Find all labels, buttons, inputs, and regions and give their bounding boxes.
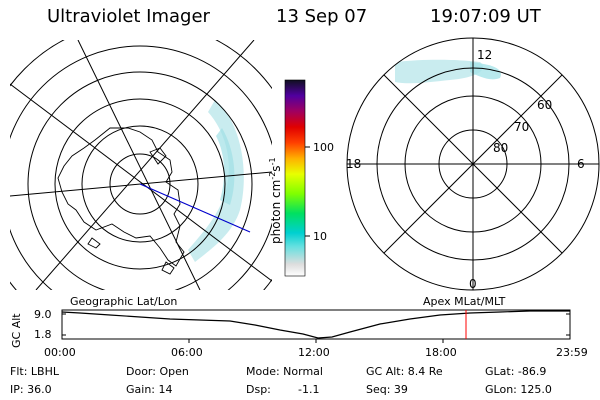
mlt-label-dawn: 6 xyxy=(577,157,585,171)
timeline-left-title: Geographic Lat/Lon xyxy=(70,295,178,308)
timeline-x-tick-0600: 06:00 xyxy=(171,346,203,359)
timeline-x-tick-0000: 00:00 xyxy=(44,346,76,359)
mlt-label-noon: 12 xyxy=(477,48,493,62)
timeline-x-tick-1200: 12:00 xyxy=(298,346,330,359)
seq-info: Seq: 39 xyxy=(366,383,408,396)
timeline-y-tick-bottom: 1.8 xyxy=(34,328,52,341)
timeline-right-title: Apex MLat/MLT xyxy=(423,295,506,308)
mlat-label-80: 80 xyxy=(493,141,509,155)
timeline-x-tick-2359: 23:59 xyxy=(556,346,588,359)
mode-info: Mode: Normal xyxy=(246,365,323,378)
mlt-label-dusk: 18 xyxy=(346,157,362,171)
dsp-info-value: -1.1 xyxy=(298,383,320,396)
colorbar-tick-10: 10 xyxy=(313,230,327,243)
glat-info: GLat: -86.9 xyxy=(485,365,547,378)
timeline-y-tick-top: 9.0 xyxy=(34,308,52,321)
dsp-info-label: Dsp: xyxy=(246,383,271,396)
altitude-timeline xyxy=(61,309,571,343)
aurora-emission-left xyxy=(188,100,244,262)
geographic-map xyxy=(10,40,272,290)
antarctica-coastline xyxy=(57,127,185,275)
time-label: 19:07:09 UT xyxy=(430,6,541,27)
gain-info: Gain: 14 xyxy=(126,383,173,396)
aurora-emission-right xyxy=(395,59,501,84)
magnetic-polar-map xyxy=(346,37,600,291)
mlat-label-60: 60 xyxy=(537,98,553,112)
sun-direction-line xyxy=(139,183,251,233)
ip-info: IP: 36.0 xyxy=(10,383,52,396)
date-label: 13 Sep 07 xyxy=(276,6,368,27)
door-info: Door: Open xyxy=(126,365,189,378)
instrument-title: Ultraviolet Imager xyxy=(47,6,210,27)
colorbar-unit-label: photon cm-2s-1 xyxy=(268,157,283,244)
colorbar-tick-100: 100 xyxy=(313,141,334,154)
filter-info: Flt: LBHL xyxy=(10,365,59,378)
glon-info: GLon: 125.0 xyxy=(485,383,552,396)
timeline-y-axis-label: GC Alt xyxy=(10,313,23,348)
mlat-label-70: 70 xyxy=(514,120,530,134)
mlt-label-midnight: 0 xyxy=(469,277,477,291)
timeline-x-tick-1800: 18:00 xyxy=(425,346,457,359)
color-scale-bar xyxy=(284,79,306,277)
gc-alt-info: GC Alt: 8.4 Re xyxy=(366,365,443,378)
altitude-curve xyxy=(61,310,570,339)
